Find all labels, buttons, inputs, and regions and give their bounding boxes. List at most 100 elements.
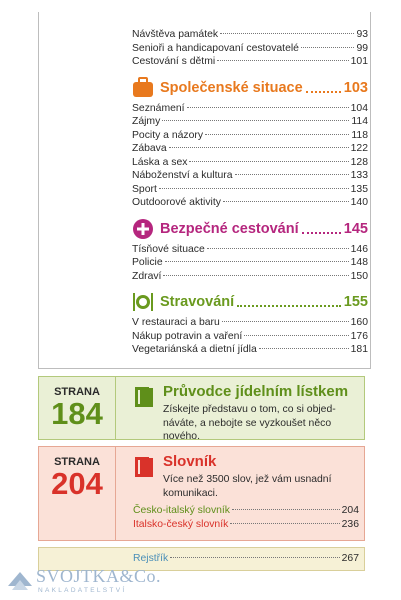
toc-entry: Vegetariánská a dietní jídla 181 <box>132 343 368 357</box>
toc-entry: Zájmy 114 <box>132 115 368 129</box>
toc-entry: Policie 148 <box>132 256 368 270</box>
feature-text: Získejte představu o tom, co si objed-ná… <box>163 403 359 444</box>
leader <box>237 305 341 307</box>
leader <box>234 174 349 175</box>
feature-title: Průvodce jídelním lístkem <box>163 383 349 400</box>
leader <box>230 522 340 524</box>
index-box: Rejstřík 267 <box>38 547 365 571</box>
text-line: Více než 3500 slov, jež vám usnadní <box>163 474 332 485</box>
section-page: 103 <box>343 79 368 96</box>
page-number: 184 <box>51 396 103 431</box>
leader <box>300 46 355 48</box>
page-number: 204 <box>51 466 103 501</box>
toc-entry: Pocity a názory 118 <box>132 129 368 143</box>
toc-entry: V restauraci a baru 160 <box>132 316 368 330</box>
entry-page: 118 <box>351 129 368 141</box>
toc-entry: Česko-italský slovník 204 <box>133 504 359 518</box>
feature-box: STRANA 204 Slovník Více než 3500 slov, jež … <box>38 446 365 541</box>
toc-entry: Italsko-český slovník 236 <box>133 518 359 532</box>
entry-page: 204 <box>341 505 359 516</box>
strana-label: STRANA <box>54 456 100 468</box>
leader <box>163 274 349 276</box>
entry-page: 146 <box>350 243 368 255</box>
logo-sub: NAKLADATELSTVÍ <box>38 587 127 594</box>
toc-entry: Cestování s dětmi 101 <box>132 55 368 69</box>
logo-mark <box>8 572 32 590</box>
toc-entry: Zdraví 150 <box>132 270 368 284</box>
icon <box>133 218 153 239</box>
leader <box>221 321 349 322</box>
toc-entry: Senioři a handicapovaní cestovatelé 99 <box>132 42 368 56</box>
entry-page: 99 <box>356 42 368 54</box>
entry-label: Nákup potravin a vaření <box>132 330 243 342</box>
toc-list: Návštěva památek 93 Senioři a handicapovan… <box>132 28 368 357</box>
toc-entry: Sport 135 <box>132 183 368 197</box>
entry-label: Cestování s dětmi <box>132 56 216 67</box>
leader <box>158 187 349 189</box>
icon <box>135 387 153 407</box>
entry-page: 104 <box>350 102 368 114</box>
feature-entries: Česko-italský slovník 204 Italsko-český sl… <box>133 504 359 531</box>
leader <box>170 557 340 558</box>
entry-label: Pocity a názory <box>132 129 204 141</box>
leader <box>301 231 341 234</box>
strana-label: STRANA <box>54 386 100 398</box>
publisher-logo: SVOJTKA&Co. NAKLADATELSTVÍ <box>6 566 161 597</box>
toc-entry: Náboženství a kultura 133 <box>132 169 368 183</box>
toc-entry: Outdoorové aktivity 140 <box>132 196 368 210</box>
feature-icon <box>133 454 155 485</box>
entry-page: 114 <box>351 116 368 127</box>
feature-box: STRANA 184 Průvodce jídelním lístkem Získej… <box>38 376 365 442</box>
entry-label: Vegetariánská a dietní jídla <box>132 344 257 355</box>
toc-box: Návštěva památek 93 Senioři a handicapovan… <box>38 12 371 369</box>
text-line: Získejte představu o tom, co si objed- <box>163 404 336 415</box>
feature-left: STRANA 204 <box>39 447 116 540</box>
section-title: Společenské situace <box>160 79 303 96</box>
toc-entry: Zábava 122 <box>132 142 368 156</box>
icon <box>135 457 153 477</box>
leader <box>222 201 349 202</box>
section-page: 155 <box>343 294 368 310</box>
leader <box>189 160 349 162</box>
section-heading: Bezpečné cestování 145 <box>132 218 368 240</box>
entry-label: Náboženství a kultura <box>132 170 233 181</box>
feature-icon <box>133 384 155 415</box>
entry-label: Zábava <box>132 143 167 154</box>
feature-left: STRANA 184 <box>39 377 116 439</box>
toc-entry: Nákup potravin a vaření 176 <box>132 330 368 344</box>
entry-label: Zdraví <box>132 270 162 282</box>
section-heading: Stravování 155 <box>132 291 368 313</box>
entry-page: 133 <box>350 170 368 181</box>
leader <box>162 120 350 121</box>
entry-page: 176 <box>350 330 368 342</box>
leader <box>186 106 349 108</box>
entry-label: Zájmy <box>132 116 161 127</box>
leader <box>232 509 340 510</box>
entry-label: Rejstřík <box>133 553 169 564</box>
icon <box>133 76 153 97</box>
leader <box>217 60 349 61</box>
entry-page: 150 <box>350 270 368 282</box>
entry-label: Sport <box>132 183 157 195</box>
toc-entry: Seznámení 104 <box>132 102 368 116</box>
entry-page: 140 <box>350 197 368 208</box>
entry-label: Seznámení <box>132 102 185 114</box>
feature-text: Více než 3500 slov, jež vám usnadní komun… <box>163 473 359 500</box>
entry-page: 101 <box>350 56 368 67</box>
entry-label: Italsko-český slovník <box>133 518 229 530</box>
leader <box>244 334 349 336</box>
entry-page: 181 <box>350 344 368 355</box>
entry-label: V restauraci a baru <box>132 317 220 328</box>
section-heading: Společenské situace 103 <box>132 76 368 99</box>
section-title: Stravování <box>160 294 235 310</box>
entry-page: 93 <box>356 29 368 40</box>
leader <box>164 261 349 262</box>
feature-title: Slovník <box>163 453 217 470</box>
section-title: Bezpečné cestování <box>160 220 299 237</box>
icon <box>133 293 153 311</box>
toc-entry: Návštěva památek 93 <box>132 28 368 42</box>
leader <box>305 90 341 93</box>
entry-label: Policie <box>132 257 163 268</box>
entry-page: 267 <box>341 553 359 564</box>
toc-entry: Láska a sex 128 <box>132 156 368 170</box>
